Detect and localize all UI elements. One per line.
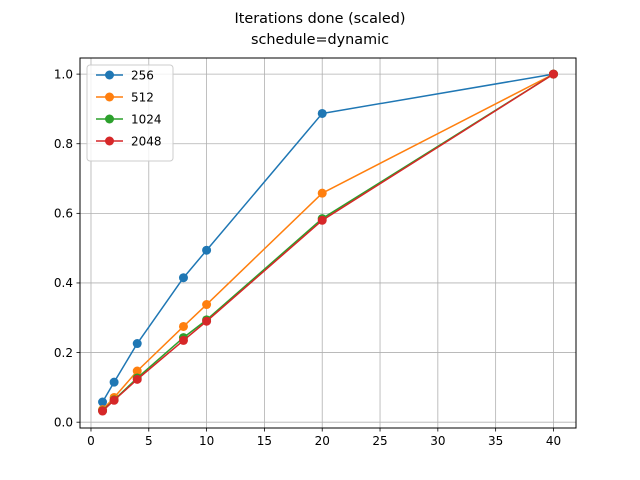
x-tick-label: 5 xyxy=(145,434,153,448)
chart-title: Iterations done (scaled) xyxy=(234,11,405,27)
axis-ticks: 0 5 10 15 20 25 30 35 40 0.0 0.2 0.4 0.6 0.8 1.0 xyxy=(54,67,561,448)
y-tick-label: 0.2 xyxy=(54,346,73,360)
plot-frame xyxy=(79,57,577,429)
legend-item-2048: 2048 xyxy=(96,134,162,148)
data-point xyxy=(202,245,212,255)
x-tick-label: 25 xyxy=(372,434,387,448)
series-layer xyxy=(98,69,558,416)
data-point xyxy=(178,321,188,331)
legend-swatch-marker xyxy=(105,136,114,146)
legend-label: 2048 xyxy=(131,134,162,148)
data-point xyxy=(132,374,142,384)
data-point xyxy=(132,366,142,376)
data-point xyxy=(98,406,108,416)
grid xyxy=(80,58,576,428)
data-point xyxy=(317,108,327,118)
y-tick-label: 0.8 xyxy=(54,137,73,151)
x-tick-label: 20 xyxy=(315,434,330,448)
data-point xyxy=(132,339,142,349)
legend-item-1024: 1024 xyxy=(96,112,162,126)
chart-subtitle: schedule=dynamic xyxy=(251,32,389,48)
data-point xyxy=(98,397,108,407)
legend-swatch-marker xyxy=(105,114,114,124)
legend-label: 256 xyxy=(131,68,154,82)
legend-label: 512 xyxy=(131,90,154,104)
legend: 256 512 1024 2048 xyxy=(86,64,174,162)
legend-item-256: 256 xyxy=(96,68,154,82)
data-point xyxy=(109,395,119,405)
x-tick-label: 0 xyxy=(87,434,95,448)
data-point xyxy=(178,335,188,345)
series-2048 xyxy=(98,69,558,416)
data-point xyxy=(109,377,119,387)
legend-swatch-marker xyxy=(105,92,114,102)
x-tick-label: 10 xyxy=(199,434,214,448)
x-tick-label: 15 xyxy=(257,434,272,448)
y-tick-label: 0.0 xyxy=(54,415,73,429)
data-point xyxy=(317,215,327,225)
x-tick-label: 35 xyxy=(488,434,503,448)
y-tick-label: 0.4 xyxy=(54,276,73,290)
legend-swatch-marker xyxy=(105,70,114,80)
y-tick-label: 0.6 xyxy=(54,207,73,221)
data-point xyxy=(317,188,327,198)
y-tick-label: 1.0 xyxy=(54,67,73,81)
x-tick-label: 40 xyxy=(546,434,561,448)
data-point xyxy=(202,316,212,326)
data-point xyxy=(202,300,212,310)
legend-label: 1024 xyxy=(131,112,162,126)
x-tick-label: 30 xyxy=(430,434,445,448)
data-point xyxy=(548,69,558,79)
data-point xyxy=(178,273,188,283)
legend-item-512: 512 xyxy=(96,90,154,104)
